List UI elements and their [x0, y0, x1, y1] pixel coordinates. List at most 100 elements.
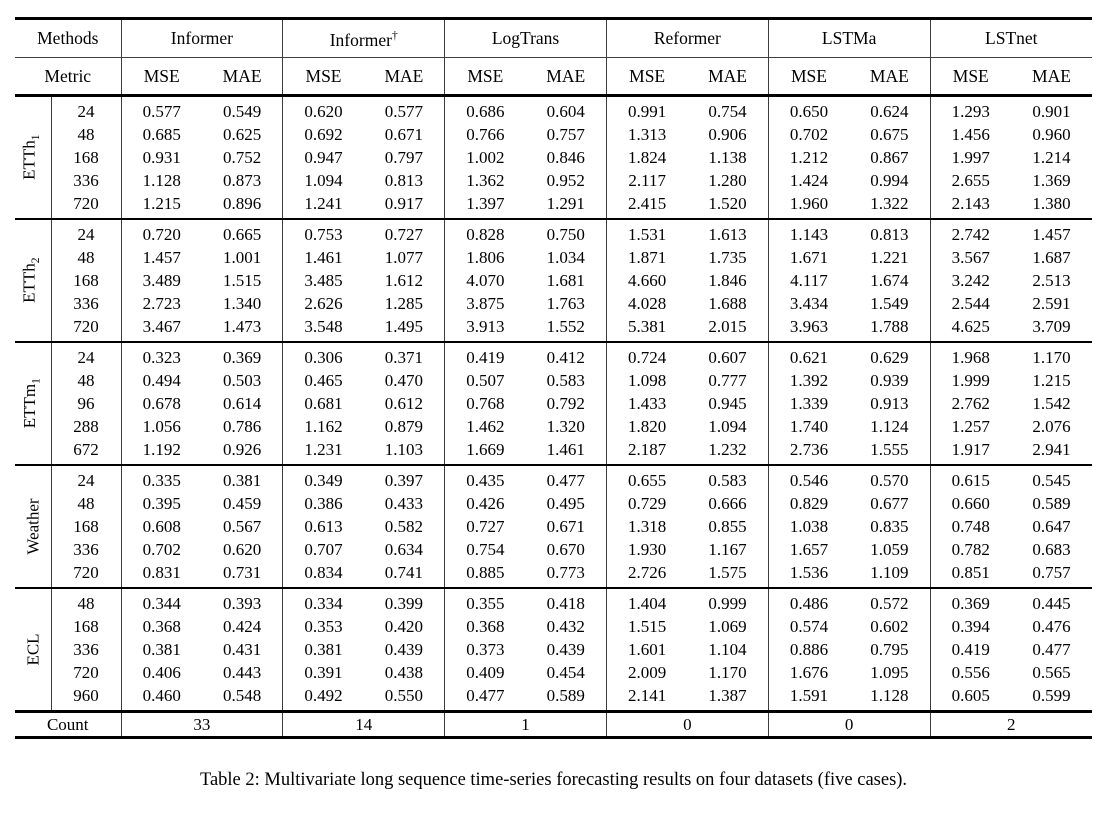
value-cell: 1.669 [444, 438, 526, 465]
value-cell: 0.394 [929, 615, 1011, 638]
value-cell: 1.038 [767, 515, 850, 538]
table-row: 720 3.467 1.473 3.548 1.495 3.913 1.552 5.381 2.… [15, 315, 1092, 342]
horizon-cell: 168 [50, 269, 121, 292]
value-cell: 0.393 [201, 587, 283, 615]
group-header-cell: Informer [120, 17, 283, 58]
label-text: LSTnet [985, 28, 1038, 48]
value-cell: 0.545 [1010, 464, 1092, 492]
value-cell: 0.917 [384, 194, 424, 213]
value-cell: 1.369 [1032, 171, 1071, 190]
value-cell: 0.991 [605, 94, 688, 123]
horizon-cell: 168 [50, 615, 121, 638]
results-table: Methods Informer Informer† LogTrans Reformer… [15, 17, 1092, 739]
value-cell: 0.454 [546, 663, 585, 682]
value-cell: 0.373 [444, 638, 526, 661]
table-row: 672 1.192 0.926 1.231 1.103 1.669 1.461 2.187 1.… [15, 438, 1092, 465]
value-cell: 1.221 [870, 248, 909, 267]
value-cell: 0.574 [767, 615, 850, 638]
value-cell: 0.757 [1032, 563, 1071, 582]
value-cell: 0.624 [849, 94, 931, 123]
horizon-cell: 336 [50, 538, 121, 561]
metric-col-header-cell: MAE [849, 57, 931, 97]
value-cell: 1.457 [120, 246, 202, 269]
table-row: 48 0.685 0.625 0.692 0.671 0.766 0.757 1.313 0.9… [15, 123, 1092, 146]
value-cell: 0.671 [384, 125, 424, 144]
value-cell: 0.426 [444, 492, 526, 515]
value-cell: 1.241 [282, 192, 364, 219]
value-cell: 0.589 [1032, 494, 1071, 513]
value-cell: 0.729 [605, 492, 688, 515]
value-cell: 1.824 [605, 146, 688, 169]
value-cell: 1.170 [1010, 341, 1092, 369]
value-cell: 1.056 [120, 415, 202, 438]
metric-col-header-cell: MSE [282, 57, 364, 97]
value-cell: 0.707 [282, 538, 364, 561]
value-cell: 0.381 [120, 638, 202, 661]
value-cell: 1.231 [282, 438, 364, 465]
value-cell: 1.788 [870, 317, 909, 336]
horizon-cell: 336 [50, 638, 121, 661]
dataset-label-text: ETTm1 [18, 378, 48, 428]
value-cell: 0.829 [767, 492, 850, 515]
value-cell: 0.931 [120, 146, 202, 169]
dataset-label-rotator: ETTm1 [15, 343, 51, 464]
table-row: 288 1.056 0.786 1.162 0.879 1.462 1.320 1.820 1.… [15, 415, 1092, 438]
value-cell: 0.947 [282, 146, 364, 169]
horizon-cell: 24 [50, 464, 121, 492]
horizon-cell: 672 [50, 438, 121, 465]
value-cell: 1.280 [708, 171, 747, 190]
horizon-cell: 48 [50, 369, 121, 392]
table-row: ETTm1 24 0.323 0.369 0.306 0.371 0.419 0.412 0.7… [15, 341, 1092, 465]
table-row: 168 0.368 0.424 0.353 0.420 0.368 0.432 1.515 1.… [15, 615, 1092, 638]
value-cell: 0.620 [222, 540, 262, 559]
group-header-cell: Informer† [282, 17, 445, 58]
horizon-cell: 720 [50, 561, 121, 588]
value-cell: 1.960 [767, 192, 850, 219]
value-cell: 1.917 [929, 438, 1011, 465]
value-cell: 0.813 [384, 171, 424, 190]
count-footer: Count 33 14 1 0 0 2 [15, 710, 1092, 739]
value-cell: 1.339 [767, 392, 850, 415]
value-cell: 1.214 [1032, 148, 1071, 167]
value-cell: 0.731 [222, 563, 262, 582]
value-cell: 0.901 [1010, 94, 1092, 123]
label-script: 2 [29, 257, 42, 264]
table-header: Methods Informer Informer† LogTrans Reformer… [15, 17, 1092, 97]
value-cell: 1.124 [870, 417, 909, 436]
value-cell: 0.412 [525, 341, 607, 369]
value-cell: 0.777 [708, 371, 747, 390]
value-cell: 0.797 [384, 148, 424, 167]
horizon-cell: 48 [50, 246, 121, 269]
value-cell: 1.681 [546, 271, 585, 290]
metric-col-header-cell: MAE [687, 57, 769, 97]
count-cell: 0 [605, 710, 769, 739]
value-cell: 0.381 [201, 464, 283, 492]
value-cell: 1.138 [708, 148, 747, 167]
value-cell: 1.657 [767, 538, 850, 561]
value-cell: 0.546 [767, 464, 850, 492]
value-cell: 1.536 [767, 561, 850, 588]
value-cell: 0.960 [1032, 125, 1071, 144]
label-script: 1 [29, 378, 42, 385]
value-cell: 1.192 [120, 438, 202, 465]
value-cell: 4.028 [605, 292, 688, 315]
value-cell: 3.467 [120, 315, 202, 342]
value-cell: 1.612 [384, 271, 424, 290]
value-cell: 0.470 [384, 371, 424, 390]
value-cell: 2.726 [605, 561, 688, 588]
value-cell: 0.420 [384, 617, 424, 636]
value-cell: 1.456 [929, 123, 1011, 146]
value-cell: 0.369 [929, 587, 1011, 615]
value-cell: 3.548 [282, 315, 364, 342]
value-cell: 0.757 [546, 125, 585, 144]
table-caption: Table 2: Multivariate long sequence time… [199, 770, 908, 790]
horizon-cell: 960 [50, 684, 121, 712]
value-cell: 1.170 [708, 663, 747, 682]
value-cell: 0.548 [222, 686, 262, 705]
value-cell: 2.076 [1032, 417, 1071, 436]
table-row: 336 0.702 0.620 0.707 0.634 0.754 0.670 1.930 1.… [15, 538, 1092, 561]
metric-col-header-cell: MAE [525, 57, 607, 97]
value-cell: 0.418 [525, 587, 607, 615]
value-cell: 1.462 [444, 415, 526, 438]
